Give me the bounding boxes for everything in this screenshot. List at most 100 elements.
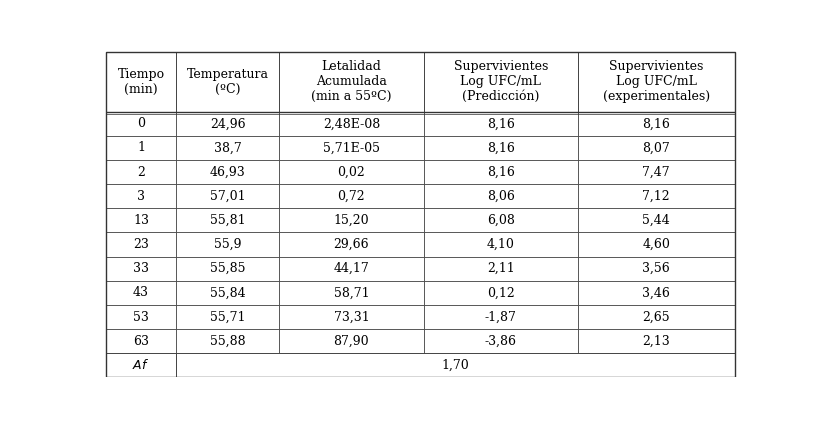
Bar	[106, 208, 176, 232]
Bar	[176, 232, 278, 257]
Bar	[176, 305, 278, 329]
Bar	[176, 281, 278, 305]
Bar	[423, 52, 577, 112]
Text: 46,93: 46,93	[210, 166, 245, 179]
Text: Letalidad
Acumulada
(min a 55ºC): Letalidad Acumulada (min a 55ºC)	[310, 60, 391, 103]
Text: 44,17: 44,17	[333, 262, 369, 275]
Bar	[577, 184, 734, 208]
Text: 3: 3	[137, 190, 145, 203]
Bar	[278, 257, 423, 281]
Text: 5,71E-05: 5,71E-05	[323, 142, 379, 154]
Text: 13: 13	[133, 214, 149, 227]
Bar	[278, 136, 423, 160]
Bar	[176, 257, 278, 281]
Bar	[577, 281, 734, 305]
Text: 63: 63	[133, 335, 149, 348]
Bar	[423, 112, 577, 136]
Text: Temperatura
(ºC): Temperatura (ºC)	[187, 67, 269, 95]
Text: Supervivientes
Log UFC/mL
(experimentales): Supervivientes Log UFC/mL (experimentale…	[602, 60, 709, 103]
Text: 29,66: 29,66	[333, 238, 369, 251]
Text: 2,13: 2,13	[641, 335, 669, 348]
Bar	[106, 112, 176, 136]
Bar	[106, 257, 176, 281]
Text: 43: 43	[133, 286, 149, 299]
Text: 0: 0	[137, 117, 145, 130]
Text: 8,16: 8,16	[486, 142, 514, 154]
Bar	[577, 208, 734, 232]
Text: 4,10: 4,10	[486, 238, 514, 251]
Text: 73,31: 73,31	[333, 310, 369, 324]
Text: $Af$: $Af$	[133, 358, 150, 372]
Text: 6,08: 6,08	[486, 214, 514, 227]
Bar	[423, 257, 577, 281]
Text: 2: 2	[137, 166, 145, 179]
Bar	[176, 184, 278, 208]
Text: 38,7: 38,7	[214, 142, 241, 154]
Text: 7,47: 7,47	[641, 166, 669, 179]
Bar	[176, 329, 278, 353]
Bar	[176, 353, 734, 377]
Text: 0,12: 0,12	[486, 286, 514, 299]
Bar	[176, 112, 278, 136]
Bar	[423, 232, 577, 257]
Bar	[423, 136, 577, 160]
Bar	[423, 281, 577, 305]
Text: 8,16: 8,16	[486, 166, 514, 179]
Bar	[176, 160, 278, 184]
Bar	[176, 208, 278, 232]
Bar	[577, 305, 734, 329]
Bar	[577, 136, 734, 160]
Text: Tiempo
(min): Tiempo (min)	[117, 67, 165, 95]
Text: 58,71: 58,71	[333, 286, 369, 299]
Text: 8,16: 8,16	[486, 117, 514, 130]
Bar	[577, 257, 734, 281]
Text: 55,84: 55,84	[210, 286, 245, 299]
Bar	[106, 353, 176, 377]
Text: 8,07: 8,07	[641, 142, 669, 154]
Bar	[278, 232, 423, 257]
Bar	[423, 329, 577, 353]
Text: 87,90: 87,90	[333, 335, 369, 348]
Bar	[106, 232, 176, 257]
Text: 5,44: 5,44	[641, 214, 669, 227]
Bar	[278, 305, 423, 329]
Bar	[176, 52, 278, 112]
Bar	[577, 52, 734, 112]
Text: 15,20: 15,20	[333, 214, 369, 227]
Text: 57,01: 57,01	[210, 190, 245, 203]
Bar	[278, 112, 423, 136]
Text: 3,46: 3,46	[641, 286, 669, 299]
Text: 8,06: 8,06	[486, 190, 514, 203]
Bar	[423, 160, 577, 184]
Text: 1: 1	[137, 142, 145, 154]
Text: -3,86: -3,86	[484, 335, 516, 348]
Bar	[106, 184, 176, 208]
Text: 53: 53	[133, 310, 149, 324]
Bar	[106, 136, 176, 160]
Text: 7,12: 7,12	[641, 190, 669, 203]
Bar	[278, 184, 423, 208]
Text: 23: 23	[133, 238, 149, 251]
Text: 55,81: 55,81	[210, 214, 245, 227]
Bar	[577, 112, 734, 136]
Bar	[176, 136, 278, 160]
Bar	[106, 281, 176, 305]
Bar	[278, 208, 423, 232]
Text: 55,88: 55,88	[210, 335, 245, 348]
Bar	[577, 232, 734, 257]
Bar	[423, 305, 577, 329]
Bar	[577, 160, 734, 184]
Bar	[423, 184, 577, 208]
Text: 2,65: 2,65	[641, 310, 669, 324]
Bar	[423, 208, 577, 232]
Text: 24,96: 24,96	[210, 117, 245, 130]
Bar	[106, 160, 176, 184]
Text: 8,16: 8,16	[641, 117, 669, 130]
Text: 55,85: 55,85	[210, 262, 245, 275]
Text: 0,72: 0,72	[337, 190, 364, 203]
Text: 0,02: 0,02	[337, 166, 365, 179]
Bar	[106, 305, 176, 329]
Text: -1,87: -1,87	[484, 310, 516, 324]
Bar	[106, 329, 176, 353]
Bar	[577, 329, 734, 353]
